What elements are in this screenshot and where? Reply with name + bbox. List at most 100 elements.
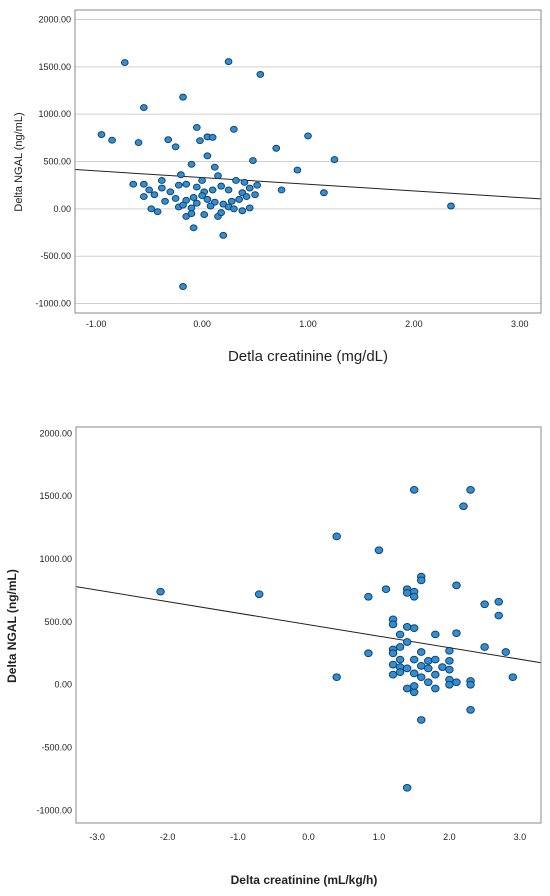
data-point xyxy=(494,597,503,606)
x-tick-label: 0.0 xyxy=(302,832,315,842)
data-point xyxy=(409,669,419,678)
data-point xyxy=(198,192,206,200)
data-point xyxy=(145,186,153,194)
data-point xyxy=(445,646,454,655)
data-point xyxy=(402,623,412,631)
data-point xyxy=(224,58,233,66)
data-point xyxy=(304,132,312,140)
data-point xyxy=(409,486,419,494)
data-point xyxy=(416,648,426,656)
data-point xyxy=(381,585,391,594)
y-tick-label: 0.00 xyxy=(54,680,72,690)
chart-1: -1000.00 -500.00 0.00 500.00 1000.00 1500.00 2… xyxy=(13,9,542,365)
chart-1-gridlines xyxy=(75,18,541,305)
data-point xyxy=(249,157,257,165)
chart-2-x-axis-label: Delta creatinine (mL/kg/h) xyxy=(231,873,378,887)
data-point xyxy=(445,665,454,674)
data-point xyxy=(364,649,373,658)
data-point xyxy=(192,199,201,207)
data-point xyxy=(466,486,475,494)
data-point xyxy=(192,183,201,191)
data-point xyxy=(198,176,206,184)
data-point xyxy=(494,611,503,620)
data-point xyxy=(501,648,511,656)
data-point xyxy=(164,136,173,144)
data-point xyxy=(388,620,398,629)
data-point xyxy=(424,678,433,687)
data-point xyxy=(409,624,419,632)
data-point xyxy=(156,587,165,596)
data-point xyxy=(187,204,196,212)
y-tick-label: -500.00 xyxy=(40,251,71,261)
data-point xyxy=(431,670,440,679)
data-point xyxy=(402,684,412,693)
data-point xyxy=(217,209,226,217)
data-point xyxy=(330,156,339,164)
data-point xyxy=(150,191,159,199)
data-point xyxy=(409,592,419,601)
chart-1-x-ticks: -1.00 0.00 1.00 2.00 3.00 xyxy=(86,319,529,329)
data-point xyxy=(480,643,489,651)
data-point xyxy=(187,210,196,218)
x-tick-label: -3.0 xyxy=(89,832,105,842)
data-point xyxy=(203,195,212,203)
chart-1-y-ticks: -1000.00 -500.00 0.00 500.00 1000.00 1500.00 2… xyxy=(35,14,71,308)
y-tick-label: 500.00 xyxy=(43,157,71,167)
data-point xyxy=(402,783,412,792)
data-point xyxy=(253,181,262,189)
data-point xyxy=(134,139,143,147)
data-point xyxy=(452,678,461,687)
y-tick-label: 500.00 xyxy=(44,617,72,627)
data-point xyxy=(171,143,180,151)
data-point xyxy=(395,630,405,639)
data-point xyxy=(192,123,201,131)
data-point xyxy=(424,664,433,673)
data-point xyxy=(424,656,433,665)
chart-2-points xyxy=(156,486,518,792)
data-point xyxy=(480,600,489,609)
data-point xyxy=(245,184,254,192)
data-point xyxy=(452,629,461,638)
data-point xyxy=(277,186,286,194)
data-point xyxy=(139,104,148,111)
data-point xyxy=(332,673,341,682)
data-point xyxy=(438,663,447,671)
x-tick-label: 3.0 xyxy=(514,832,527,842)
data-point xyxy=(332,532,341,541)
data-point xyxy=(409,682,419,690)
data-point xyxy=(409,688,419,697)
data-point xyxy=(388,670,398,679)
chart-2-y-axis-label: Delta NGAL (ng/mL) xyxy=(5,569,19,683)
data-point xyxy=(97,131,106,138)
data-point xyxy=(240,178,249,186)
data-point xyxy=(189,224,198,232)
data-point xyxy=(388,649,398,658)
data-point xyxy=(217,182,226,190)
x-tick-label: 3.00 xyxy=(511,319,529,329)
data-point xyxy=(431,684,440,693)
data-point xyxy=(416,662,426,670)
data-point xyxy=(174,181,183,189)
data-point xyxy=(431,630,440,639)
data-point xyxy=(120,59,129,67)
x-tick-label: -1.00 xyxy=(86,319,107,329)
data-point xyxy=(256,70,265,78)
y-tick-label: -1000.00 xyxy=(35,299,71,309)
chart-1-plot-frame xyxy=(74,9,542,314)
data-point xyxy=(177,171,185,179)
y-tick-label: 1000.00 xyxy=(39,554,72,564)
y-tick-label: 2000.00 xyxy=(39,428,72,438)
chart-2-y-ticks: -1000.00 -500.00 0.00 500.00 1000.00 1500.00 2… xyxy=(36,428,72,815)
data-point xyxy=(402,638,412,646)
data-point xyxy=(251,191,259,199)
x-tick-label: -1.0 xyxy=(230,832,246,842)
data-point xyxy=(232,176,240,184)
data-point xyxy=(452,581,461,590)
y-tick-label: 2000.00 xyxy=(38,14,71,24)
data-point xyxy=(139,180,148,188)
data-point xyxy=(219,231,228,239)
y-tick-label: 1000.00 xyxy=(38,109,71,119)
chart-2: -1000.00 -500.00 0.00 500.00 1000.00 1500.00 2… xyxy=(5,426,542,887)
data-point xyxy=(395,655,405,664)
